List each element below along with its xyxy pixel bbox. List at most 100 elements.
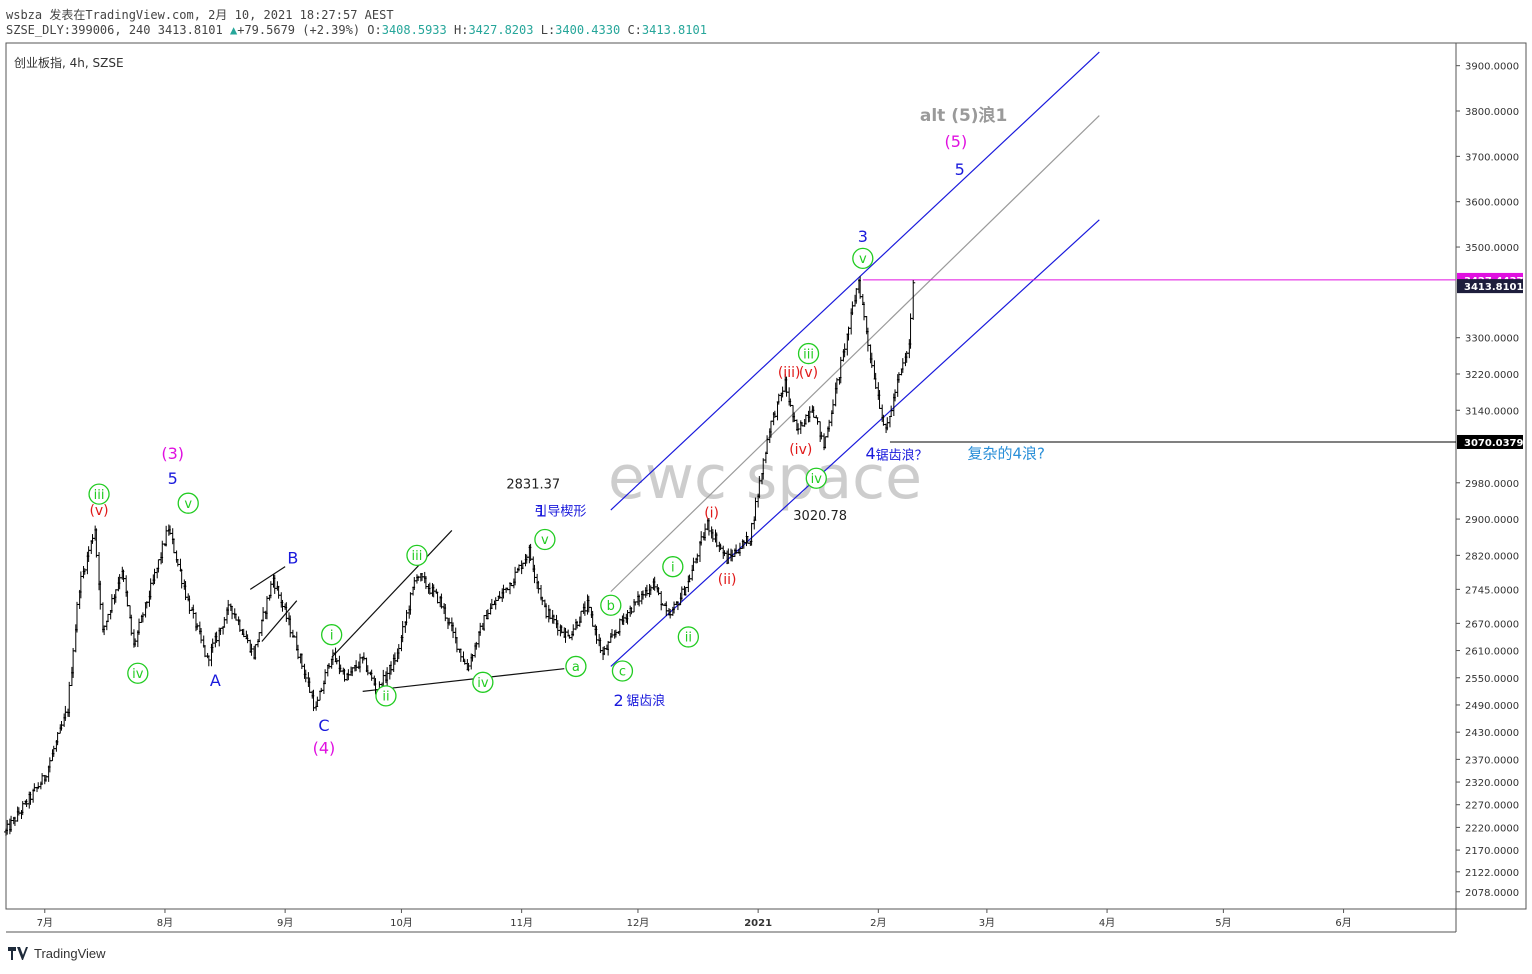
wave-label: 锯齿浪 — [626, 694, 665, 709]
ohlc-bar[interactable] — [815, 417, 820, 425]
ohlc-bar[interactable] — [887, 415, 892, 428]
tradingview-brand[interactable]: TradingView — [8, 946, 106, 961]
wave-label: B — [287, 548, 298, 567]
ohlc-bar[interactable] — [850, 301, 855, 316]
channel-line[interactable] — [610, 219, 1100, 667]
change-arrow-icon: ▲ — [229, 23, 238, 37]
wave-label: 2 — [613, 691, 623, 710]
channel-line[interactable] — [610, 115, 1100, 593]
channel-line[interactable] — [610, 51, 1100, 511]
y-tick-label: 2078.0000 — [1465, 888, 1519, 899]
x-tick-label: 12月 — [627, 917, 650, 929]
y-tick-label: 3600.0000 — [1465, 198, 1519, 209]
wave-label: 1 — [536, 502, 546, 521]
ohlc-bar[interactable] — [222, 616, 227, 628]
wave-label: iv — [132, 667, 144, 682]
ohlc-bar[interactable] — [632, 599, 637, 613]
x-tick-label: 7月 — [37, 917, 53, 929]
ohlc-bar[interactable] — [106, 613, 111, 623]
x-tick-label: 2021 — [744, 918, 772, 929]
ohlc-bar[interactable] — [775, 401, 780, 421]
close-label: C: — [627, 23, 642, 37]
x-tick-label: 3月 — [979, 917, 995, 929]
wave-circle-icon — [565, 655, 587, 678]
ohlc-bar[interactable] — [369, 669, 374, 681]
open-value: 3408.5933 — [381, 23, 447, 37]
y-axis-panel — [1455, 42, 1527, 910]
ohlc-bar[interactable] — [191, 604, 196, 619]
brand-name: TradingView — [34, 946, 106, 961]
x-tick-label: 9月 — [277, 917, 293, 929]
wave-label: (3) — [161, 444, 184, 463]
ohlc-bar[interactable] — [659, 591, 664, 611]
ohlc-bar[interactable] — [148, 578, 153, 600]
y-tick-label: 3700.0000 — [1465, 152, 1519, 163]
wave-label: (5) — [945, 132, 968, 151]
ohlc-bar[interactable] — [129, 614, 134, 636]
wave-label: 3020.78 — [793, 509, 847, 524]
trend-line[interactable] — [362, 668, 565, 692]
wave-label: iv — [811, 472, 823, 487]
wave-label: (ii) — [718, 572, 737, 588]
wave-label: iii — [412, 549, 423, 564]
ohlc-bar[interactable] — [571, 624, 576, 637]
y-tick-label: 3300.0000 — [1465, 334, 1519, 345]
wave-circle-icon — [797, 342, 820, 365]
ohlc-bar[interactable] — [104, 620, 109, 631]
y-tick-label: 2122.0000 — [1465, 868, 1519, 879]
ohlc-bar[interactable] — [137, 618, 142, 635]
wave-label: i — [330, 628, 334, 643]
wave-circle-icon — [127, 662, 149, 684]
wave-circle-icon — [611, 660, 634, 682]
ohlc-bar[interactable] — [179, 568, 184, 589]
price-mark-label: 3070.0379 — [1464, 438, 1524, 449]
trend-line[interactable] — [331, 529, 453, 658]
trend-line[interactable] — [261, 600, 298, 642]
wave-circle-icon — [321, 624, 343, 646]
wave-label: (v) — [89, 503, 108, 519]
wave-label: i — [671, 560, 675, 575]
y-tick-label: 2270.0000 — [1465, 801, 1519, 812]
ohlc-bar[interactable] — [513, 566, 518, 586]
high-value: 3427.8203 — [468, 23, 534, 37]
x-tick-label: 11月 — [510, 917, 533, 929]
wave-label: a — [572, 660, 580, 675]
x-tick-label: 10月 — [390, 917, 413, 929]
wave-label: v — [859, 252, 867, 267]
y-tick-label: 2670.0000 — [1465, 619, 1519, 630]
wave-label: 引导楔形 — [534, 505, 586, 520]
x-tick-label: 8月 — [157, 917, 173, 929]
wave-label: 4 — [865, 444, 875, 463]
price-mark-label: 3413.8101 — [1464, 282, 1524, 293]
ohlc-bar[interactable] — [261, 607, 266, 622]
y-tick-label: 3800.0000 — [1465, 107, 1519, 118]
symbol-info: SZSE_DLY:399006, 240 3413.8101 — [6, 23, 223, 37]
open-label: O: — [367, 23, 382, 37]
y-tick-label: 2745.0000 — [1465, 585, 1519, 596]
ohlc-bar[interactable] — [911, 280, 916, 320]
wave-circle-icon — [805, 467, 827, 489]
wave-circle-icon — [662, 556, 684, 578]
y-tick-label: 2610.0000 — [1465, 647, 1519, 658]
price-mark-box — [1457, 434, 1523, 449]
y-tick-label: 2320.0000 — [1465, 778, 1519, 789]
wave-circle-icon — [375, 685, 397, 707]
ohlc-bar[interactable] — [259, 619, 264, 637]
wave-label: C — [318, 716, 329, 735]
wave-label: A — [210, 671, 221, 690]
x-tick-label: 5月 — [1215, 917, 1231, 929]
wave-label: 锯齿浪？ — [876, 448, 928, 463]
wave-label: ii — [685, 631, 692, 646]
wave-label: 5 — [955, 160, 965, 179]
ohlc-bar[interactable] — [288, 615, 293, 638]
ohlc-bar[interactable] — [862, 301, 867, 321]
trend-line[interactable] — [249, 566, 286, 590]
wave-circle-icon — [600, 594, 622, 616]
y-tick-label: 3500.0000 — [1465, 243, 1519, 254]
y-tick-label: 2820.0000 — [1465, 551, 1519, 562]
wave-label: iii — [803, 347, 814, 362]
wave-label: (4) — [313, 738, 336, 757]
wave-label: 5 — [168, 469, 178, 488]
ohlc-bar[interactable] — [268, 581, 273, 599]
